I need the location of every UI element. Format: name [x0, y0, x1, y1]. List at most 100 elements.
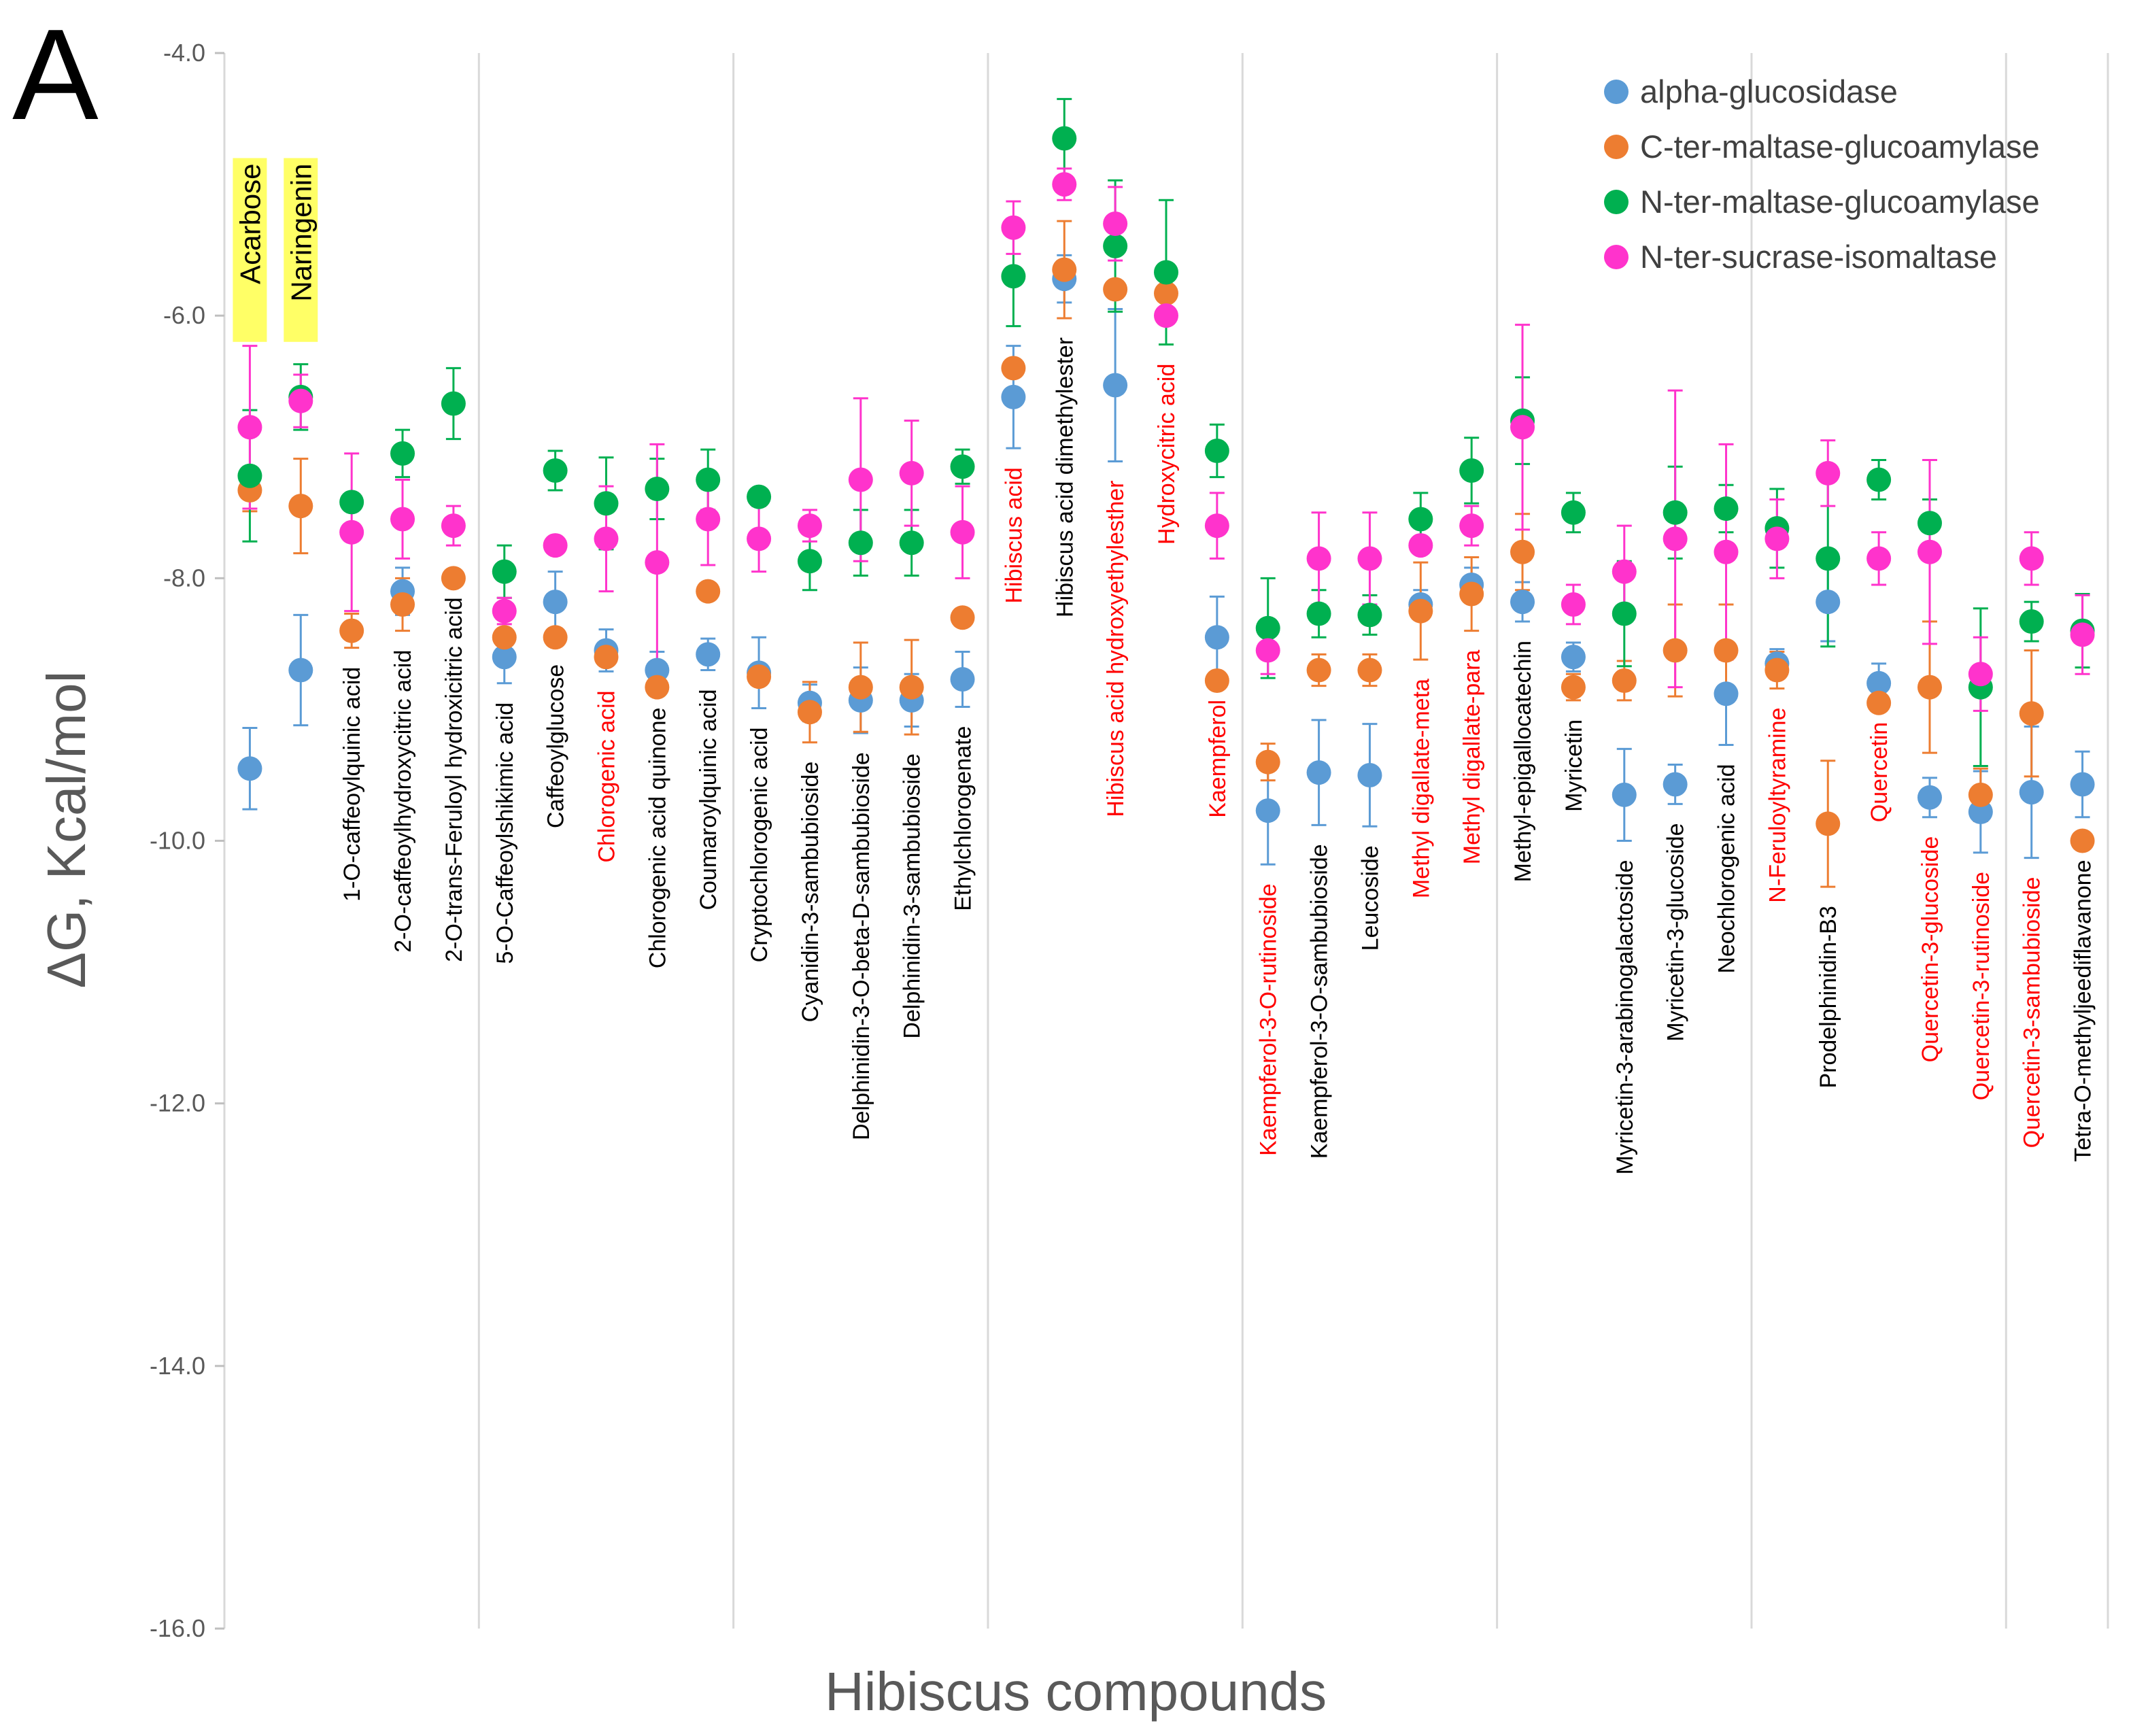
- data-point: [1154, 303, 1178, 328]
- data-point: [1255, 749, 1280, 775]
- y-tick-label: -16.0: [150, 1614, 205, 1642]
- data-point: [1510, 539, 1535, 564]
- reference-label: Acarbose: [234, 164, 266, 284]
- data-point: [1510, 415, 1535, 440]
- data-point: [1357, 658, 1382, 683]
- data-point: [1663, 772, 1688, 797]
- data-point: [1255, 798, 1280, 823]
- data-point: [696, 642, 721, 667]
- data-point: [645, 550, 670, 575]
- data-point: [2019, 546, 2044, 571]
- y-tick-label: -12.0: [150, 1089, 205, 1117]
- data-point: [492, 625, 517, 650]
- data-point: [2019, 701, 2044, 726]
- data-point: [1052, 172, 1077, 197]
- data-point: [899, 460, 924, 486]
- data-point: [288, 388, 313, 413]
- data-point: [339, 618, 364, 643]
- data-point: [747, 526, 772, 551]
- category-label: Cryptochlorogenic acid: [747, 728, 772, 963]
- legend-entry: alpha-glucosidase: [1640, 73, 1898, 109]
- data-point: [390, 507, 415, 532]
- data-point: [1561, 645, 1586, 670]
- data-point: [1357, 762, 1382, 787]
- data-point: [441, 391, 466, 416]
- category-label: Kaempferol: [1205, 700, 1231, 818]
- data-point: [1357, 546, 1382, 571]
- data-point: [1612, 668, 1637, 693]
- data-point: [1459, 458, 1484, 483]
- data-point: [1765, 658, 1790, 683]
- data-point: [1459, 513, 1484, 539]
- legend: alpha-glucosidase C-ter-maltase-glucoamyl…: [1604, 73, 2040, 275]
- category-label: Ethylchlorogenate: [951, 726, 976, 911]
- data-point: [1052, 126, 1077, 151]
- data-point: [950, 454, 975, 479]
- data-point: [797, 513, 822, 539]
- data-point: [237, 756, 262, 781]
- legend-entry: C-ter-maltase-glucoamylase: [1640, 129, 2040, 165]
- legend-marker: [1604, 80, 1629, 104]
- data-point: [1968, 782, 1993, 807]
- data-point: [1103, 233, 1128, 258]
- data-point: [950, 605, 975, 630]
- x-axis-title: Hibiscus compounds: [825, 1661, 1327, 1722]
- data-point: [1917, 511, 1942, 536]
- data-point: [1815, 811, 1841, 836]
- data-point: [1357, 602, 1382, 628]
- data-point: [1815, 546, 1841, 571]
- data-point: [1917, 675, 1942, 700]
- data-point: [1612, 559, 1637, 584]
- category-label: Quercetin-3-rutinoside: [1968, 872, 1994, 1100]
- category-label: Hibiscus acid: [1001, 467, 1027, 603]
- data-point: [696, 579, 721, 604]
- data-point: [696, 467, 721, 492]
- category-label: Myricetin-3-arabinogalactoside: [1612, 860, 1638, 1175]
- data-point: [2019, 780, 2044, 805]
- data-point: [1866, 690, 1892, 715]
- data-point: [1306, 601, 1331, 626]
- data-point: [441, 513, 466, 539]
- data-point: [1714, 539, 1739, 564]
- data-point: [594, 526, 619, 551]
- data-point: [1866, 546, 1892, 571]
- reference-label-highlight: [284, 158, 318, 342]
- data-point: [1001, 215, 1026, 240]
- data-point: [1154, 281, 1178, 306]
- category-label: Methyl digallate-meta: [1408, 679, 1434, 898]
- category-label: Delphinidin-3-O-beta-D-sambubioside: [849, 752, 874, 1140]
- data-point: [492, 598, 517, 624]
- y-tick-label: -8.0: [163, 564, 205, 592]
- data-point: [1612, 601, 1637, 626]
- data-point: [1815, 460, 1841, 486]
- category-label: Hibiscus acid dimethylester: [1052, 337, 1078, 617]
- category-label: Quercetin-3-glucoside: [1917, 836, 1943, 1063]
- category-label: 5-O-Caffeoylshikimic acid: [492, 702, 518, 964]
- data-point: [1663, 526, 1688, 551]
- data-point: [1714, 638, 1739, 663]
- data-point: [1103, 277, 1128, 302]
- data-point: [1663, 638, 1688, 663]
- data-point: [1154, 260, 1178, 285]
- data-point: [797, 549, 822, 574]
- y-tick-label: -6.0: [163, 301, 205, 329]
- category-label: Tetra-O-methyljeediflavanone: [2070, 860, 2096, 1162]
- reference-label: Naringenin: [285, 164, 317, 302]
- data-point: [1408, 598, 1433, 624]
- reference-labels: Acarbose Naringenin: [233, 158, 318, 342]
- data-point: [848, 467, 873, 492]
- data-point: [1714, 681, 1739, 707]
- data-point: [1408, 533, 1433, 558]
- data-point: [492, 645, 517, 670]
- category-labels: 1-O-caffeoylquinic acid 2-O-caffeoylhydro…: [339, 337, 2096, 1175]
- category-label: Delphinidin-3-sambubioside: [900, 753, 925, 1039]
- data-point: [848, 530, 873, 556]
- legend-entry: N-ter-sucrase-isomaltase: [1640, 239, 1997, 275]
- data-point: [899, 530, 924, 556]
- data-point: [1255, 615, 1280, 641]
- data-point: [899, 675, 924, 700]
- category-label: Chlorogenic acid quinone: [645, 708, 670, 969]
- y-tick-label: -10.0: [150, 827, 205, 855]
